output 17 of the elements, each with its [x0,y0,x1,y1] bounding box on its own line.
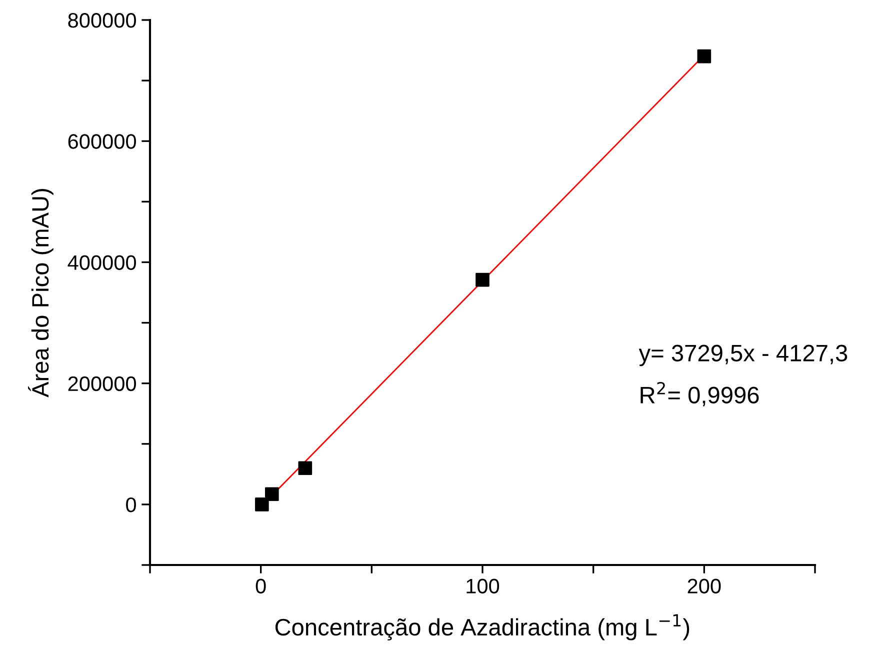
point [255,498,269,512]
x-axis-title: Concentração de Azadiractina (mg L$^{−1}$) [275,614,690,640]
x-tick-label: 100 [466,578,500,594]
y-tick-label: 800000 [68,13,136,28]
point [265,487,279,502]
y-tick-label: 600000 [68,134,136,149]
annotation: y= 3729,5x - 4127,3 [638,344,848,366]
annotation: R$^{2}$= 0,9996 [640,382,759,406]
point [298,461,312,476]
y-axis-title: Área do Pico (mAU) [28,188,54,398]
x-tick-label: 0 [256,578,266,594]
x-tick-label: 200 [688,578,721,594]
y-tick-label: 200000 [68,376,136,392]
point [476,272,490,287]
y-tick-label: 0 [126,497,136,512]
y-tick-label: 400000 [68,255,136,270]
point [697,49,712,64]
